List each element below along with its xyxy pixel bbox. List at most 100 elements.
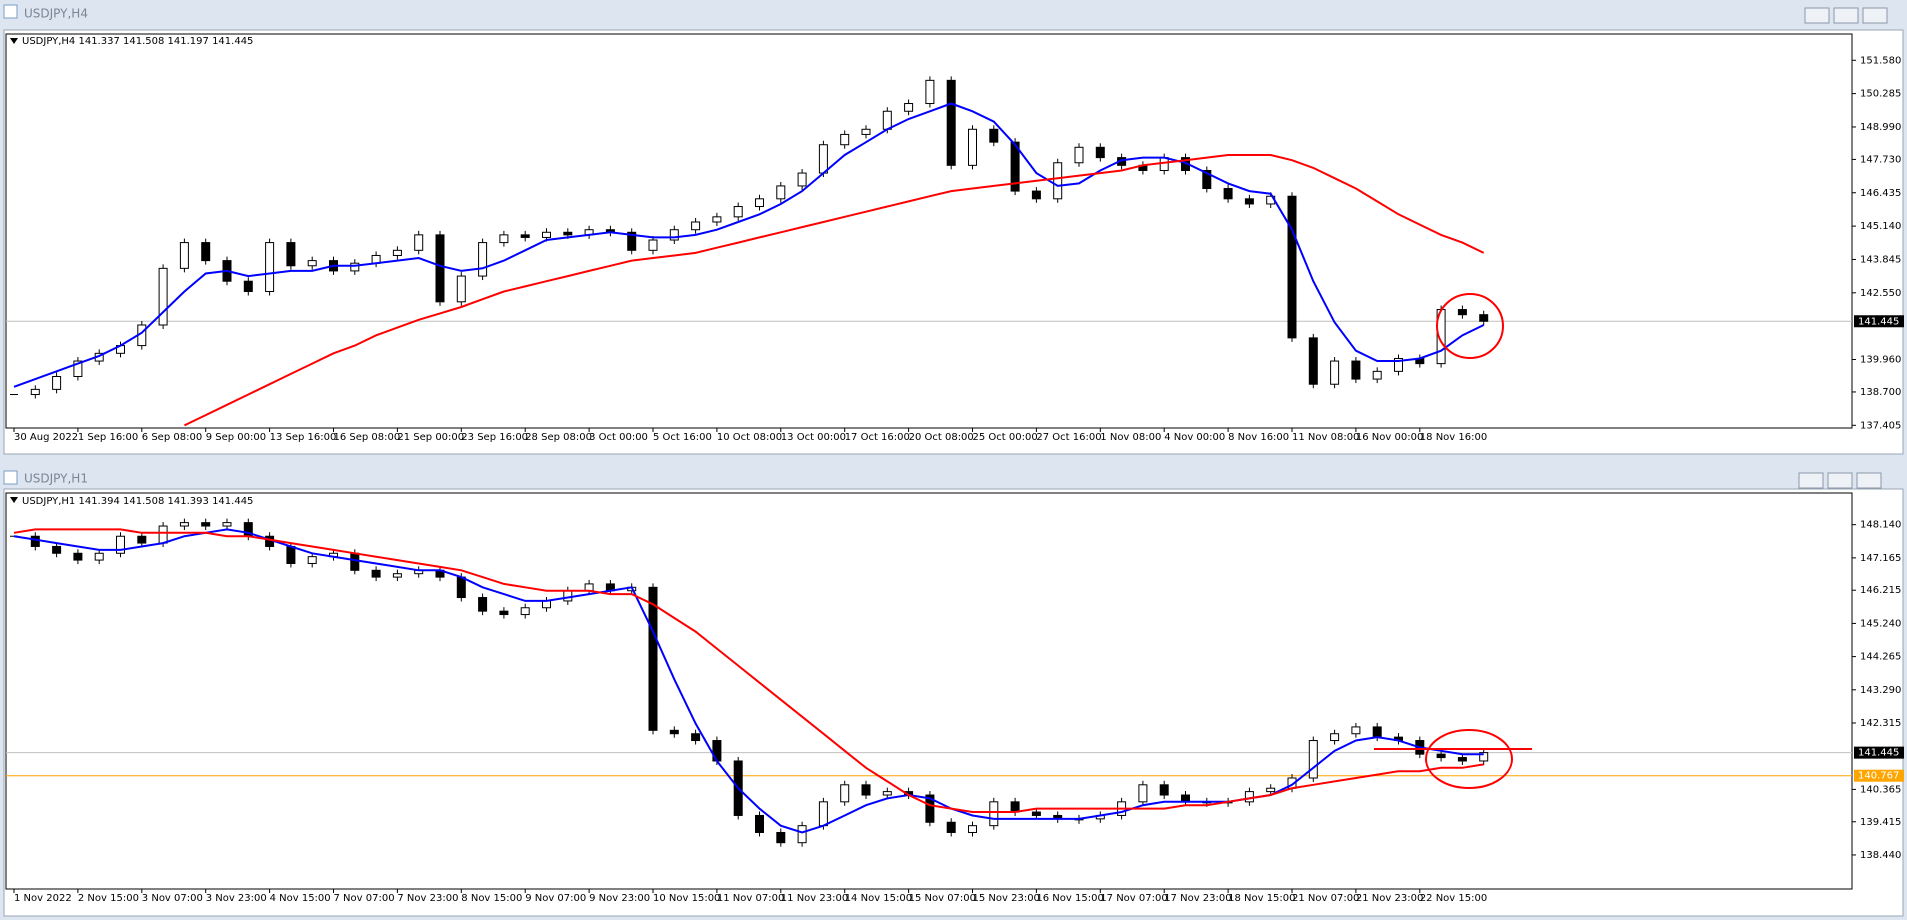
candle [286, 545, 296, 564]
candle [563, 231, 573, 236]
candle [371, 569, 381, 578]
candle [307, 260, 317, 267]
y-tick-label: 148.140 [1860, 520, 1901, 531]
candle [286, 242, 296, 267]
y-tick-label: 137.405 [1860, 420, 1901, 431]
candle [1287, 195, 1297, 339]
x-tick-label: 7 Nov 23:00 [397, 893, 458, 904]
x-tick-label: 27 Oct 16:00 [1036, 432, 1101, 443]
candle [478, 242, 488, 277]
info-line: USDJPY,H4 141.337 141.508 141.197 141.44… [22, 36, 253, 47]
restore-button[interactable] [1833, 7, 1859, 24]
candle [52, 545, 62, 554]
window-title: USDJPY,H1 [24, 472, 88, 486]
y-tick-label: 142.315 [1860, 718, 1901, 729]
plot-frame [5, 33, 1853, 429]
candle [669, 229, 679, 241]
y-tick-label: 147.165 [1860, 553, 1901, 564]
x-tick-label: 5 Oct 16:00 [653, 432, 712, 443]
x-tick-label: 22 Nov 15:00 [1420, 893, 1487, 904]
candle [648, 239, 658, 251]
candle [1351, 360, 1361, 380]
candle [925, 79, 935, 105]
candle [73, 552, 83, 561]
candle [627, 231, 637, 251]
candle [882, 110, 892, 130]
annotation-circle [1425, 729, 1513, 789]
x-tick-label: 16 Sep 08:00 [334, 432, 401, 443]
candle [797, 825, 807, 844]
y-tick-label: 138.700 [1860, 387, 1901, 398]
candle [222, 522, 232, 527]
info-line: USDJPY,H1 141.394 141.508 141.393 141.44… [22, 496, 253, 507]
price-label: 141.445 [1858, 316, 1899, 327]
candle [1479, 314, 1489, 322]
x-tick-label: 13 Sep 16:00 [270, 432, 337, 443]
y-tick-label: 143.845 [1860, 254, 1901, 265]
price-label-box [1854, 746, 1904, 759]
candle [691, 221, 701, 231]
x-tick-label: 17 Oct 16:00 [845, 432, 910, 443]
candle [776, 831, 786, 844]
x-tick-label: 11 Nov 07:00 [717, 893, 784, 904]
x-tick-label: 17 Nov 07:00 [1100, 893, 1167, 904]
close-button[interactable] [1862, 7, 1888, 24]
candle [1457, 309, 1467, 316]
candle [542, 231, 551, 238]
price-label: 140.767 [1858, 771, 1899, 782]
y-tick-label: 138.440 [1860, 850, 1901, 861]
candle [1330, 733, 1340, 742]
candle [179, 242, 189, 269]
x-tick-label: 28 Sep 08:00 [525, 432, 592, 443]
x-tick-label: 2 Nov 15:00 [78, 893, 139, 904]
x-tick-label: 21 Sep 00:00 [397, 432, 464, 443]
candle [520, 234, 530, 238]
x-tick-label: 15 Nov 23:00 [973, 893, 1040, 904]
candle [243, 280, 253, 293]
candle [201, 242, 211, 262]
x-tick-label: 25 Oct 00:00 [973, 432, 1038, 443]
candle [1031, 811, 1041, 816]
candle [861, 128, 871, 135]
candle [350, 552, 360, 571]
x-tick-label: 1 Sep 16:00 [78, 432, 138, 443]
y-tick-label: 145.240 [1860, 618, 1901, 629]
candle [1074, 146, 1084, 164]
candle [733, 206, 743, 218]
price-label: 141.445 [1858, 748, 1899, 759]
candle [1010, 141, 1020, 192]
moving-average [13, 102, 1485, 388]
menu-arrow [10, 38, 18, 44]
x-tick-label: 7 Nov 07:00 [334, 893, 395, 904]
candle [116, 535, 125, 554]
y-tick-label: 144.265 [1860, 652, 1901, 663]
x-tick-label: 18 Nov 15:00 [1228, 893, 1295, 904]
candle [265, 242, 275, 293]
candle [201, 522, 211, 527]
candle [179, 522, 189, 527]
minimize-button[interactable] [1798, 472, 1824, 489]
y-tick-label: 140.365 [1860, 784, 1901, 795]
y-tick-label: 143.290 [1860, 685, 1901, 696]
candle [712, 216, 722, 223]
candle [989, 128, 999, 143]
minimize-button[interactable] [1804, 7, 1830, 24]
x-tick-label: 20 Oct 08:00 [909, 432, 974, 443]
x-tick-label: 11 Nov 23:00 [781, 893, 848, 904]
menu-arrow [10, 497, 18, 503]
candle [1479, 752, 1489, 762]
candle [818, 801, 828, 827]
restore-button[interactable] [1827, 472, 1853, 489]
x-tick-label: 6 Sep 08:00 [142, 432, 202, 443]
candle [456, 275, 466, 303]
candle [1457, 757, 1467, 762]
close-button[interactable] [1856, 472, 1882, 489]
y-tick-label: 151.580 [1860, 55, 1901, 66]
x-tick-label: 16 Nov 15:00 [1036, 893, 1103, 904]
candle [968, 128, 977, 166]
candle [392, 573, 402, 578]
candle [755, 814, 764, 833]
candle [1159, 784, 1169, 796]
candle [1138, 784, 1148, 803]
